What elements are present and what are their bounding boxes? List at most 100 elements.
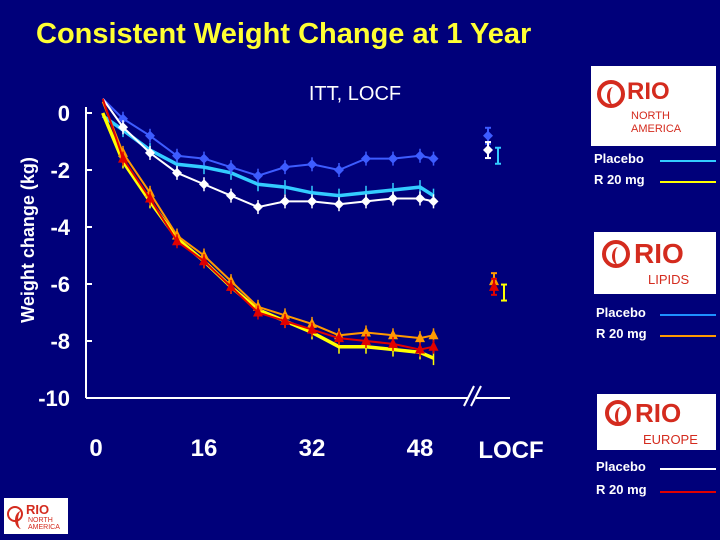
- y-tick-label: -10: [38, 386, 70, 411]
- data-point: [226, 162, 236, 173]
- series-line: [101, 112, 435, 360]
- logo-subtitle-2: AMERICA: [631, 123, 682, 135]
- data-point: [145, 192, 155, 203]
- data-point: [361, 326, 371, 337]
- chart-series: [101, 98, 507, 366]
- logo-subtitle: LIPIDS: [648, 272, 690, 287]
- data-point: [307, 323, 317, 334]
- data-point: [280, 196, 290, 207]
- legend-europe-r20-line: [660, 491, 716, 493]
- data-point: [415, 150, 425, 161]
- data-point: [145, 147, 155, 158]
- data-point: [415, 193, 425, 204]
- y-tick-label: -2: [50, 158, 70, 183]
- data-point: [388, 337, 398, 348]
- y-tick-label: -8: [50, 329, 70, 354]
- locf-point: [489, 280, 499, 291]
- y-tick-label: -6: [50, 272, 70, 297]
- data-point: [307, 196, 317, 207]
- data-point: [118, 152, 128, 163]
- x-tick-label: 32: [299, 435, 326, 462]
- series-2: [102, 98, 493, 183]
- data-point: [172, 235, 182, 246]
- rio-lipids-logo: RIO LIPIDS: [594, 232, 716, 294]
- data-point: [118, 122, 128, 133]
- data-point: [334, 332, 344, 343]
- legend-europe-placebo-label: Placebo: [596, 459, 646, 474]
- axis-break-mark: [470, 385, 482, 407]
- rio-circle-icon: [605, 400, 631, 426]
- rio-north-america-logo: RIO NORTH AMERICA: [591, 66, 716, 146]
- data-point: [428, 340, 439, 351]
- rio-europe-logo: RIO EUROPE: [597, 394, 716, 450]
- rio-circle-icon: [602, 240, 630, 268]
- y-axis-label: Weight change (kg): [18, 157, 38, 323]
- axis-break-mark: [463, 385, 475, 407]
- chart-subtitle: ITT, LOCF: [309, 83, 401, 105]
- data-point: [388, 153, 398, 164]
- x-tick-label: 0: [89, 435, 102, 462]
- series-3: [101, 101, 499, 346]
- series-line: [101, 101, 434, 340]
- locf-point: [483, 130, 493, 141]
- legend-na-r20-label: R 20 mg: [594, 172, 645, 187]
- data-point: [172, 150, 182, 161]
- y-tick-label: 0: [58, 101, 70, 126]
- data-point: [388, 193, 398, 204]
- series-5: [101, 98, 499, 357]
- data-point: [253, 202, 263, 213]
- logo-word: RIO: [634, 238, 684, 269]
- legend-na-placebo-label: Placebo: [594, 151, 644, 166]
- data-point: [226, 190, 236, 201]
- data-point: [199, 153, 209, 164]
- x-tick-label: 16: [191, 435, 218, 462]
- data-point: [172, 167, 182, 178]
- logo-subtitle: NORTH: [631, 110, 670, 122]
- data-point: [334, 199, 344, 210]
- series-line: [101, 98, 434, 351]
- data-point: [118, 113, 128, 124]
- slide-title: Consistent Weight Change at 1 Year: [36, 18, 532, 50]
- legend-lipids-placebo-label: Placebo: [596, 305, 646, 320]
- data-point: [361, 335, 371, 345]
- data-point: [253, 306, 263, 317]
- data-point: [226, 280, 236, 291]
- logo-subtitle: NORTH: [28, 517, 53, 524]
- data-point: [428, 329, 439, 340]
- data-point: [199, 179, 209, 190]
- x-tick-label: 48: [407, 435, 434, 462]
- data-point: [361, 153, 371, 164]
- data-point: [334, 165, 344, 175]
- data-point: [280, 162, 290, 173]
- logo-subtitle-2: AMERICA: [28, 524, 60, 531]
- data-point: [388, 329, 398, 340]
- data-point: [145, 130, 155, 141]
- y-tick-label: -4: [50, 215, 70, 240]
- locf-point: [483, 145, 493, 156]
- legend-na-placebo-line: [660, 160, 716, 162]
- rio-footer-logo: RIO NORTH AMERICA: [4, 498, 68, 534]
- data-point: [415, 343, 425, 354]
- logo-word: RIO: [635, 398, 682, 428]
- logo-word: RIO: [627, 78, 670, 105]
- rio-circle-icon: [7, 506, 23, 529]
- legend-lipids-placebo-line: [660, 314, 716, 316]
- data-point: [415, 332, 425, 343]
- series-0: [101, 114, 501, 203]
- legend-lipids-r20-label: R 20 mg: [596, 326, 647, 341]
- legend-europe-r20-label: R 20 mg: [596, 482, 647, 497]
- data-point: [428, 153, 439, 164]
- rio-circle-icon: [597, 80, 625, 108]
- legend-na-r20-line: [660, 181, 716, 183]
- data-point: [253, 170, 263, 181]
- data-point: [361, 196, 371, 207]
- chart-axes: [85, 107, 510, 407]
- chart-labels: 0 -2 -4 -6 -8 -10 0 16 32 48 LOCF ITT, LOCF Weight c…: [18, 83, 544, 464]
- data-point: [280, 315, 290, 326]
- data-point: [428, 196, 439, 207]
- data-point: [307, 159, 317, 170]
- series-4: [101, 98, 493, 215]
- legend-europe-placebo-line: [660, 468, 716, 470]
- x-tick-label-locf: LOCF: [478, 437, 543, 464]
